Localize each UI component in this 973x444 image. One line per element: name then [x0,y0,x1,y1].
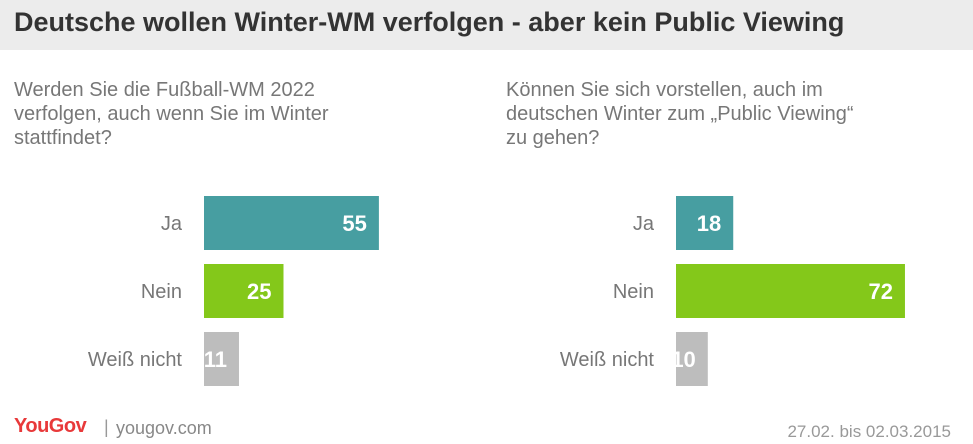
chart-2-bar-2 [676,264,905,318]
yougov-logo: YouGov [14,415,87,437]
chart-1-svg: Ja 55 Nein 25 Weiß nicht 11 [88,196,379,386]
chart-2-category-label-1: Ja [633,213,655,235]
chart-1-bar-1 [204,196,379,250]
chart-2-bar-3 [676,332,708,386]
chart-1-value-label-2: 25 [247,279,271,304]
chart-2-bar-1 [676,196,734,250]
chart-1-bar-3 [204,332,239,386]
chart-2-value-label-3: 10 [671,347,695,372]
chart-2-value-label-2: 72 [868,279,892,304]
footer-date: 27.02. bis 02.03.2015 [787,422,951,441]
chart-1-category-label-2: Nein [141,281,182,303]
chart-2-category-label-2: Nein [613,281,654,303]
chart-1-value-label-1: 55 [342,211,366,236]
chart-2-question: Können Sie sich vorstellen, auch im deut… [506,79,854,149]
chart-1-question: Werden Sie die Fußball-WM 2022 verfolgen… [14,79,329,149]
chart-1-category-label-3: Weiß nicht [88,349,183,371]
chart-2: Ja 18 Nein 72 Weiß nicht 10 [476,186,936,396]
chart-2-value-label-1: 18 [697,211,721,236]
page-title: Deutsche wollen Winter-WM verfolgen - ab… [14,7,845,37]
footer-site-link[interactable]: yougov.com [116,418,212,438]
chart-1: Ja 55 Nein 25 Weiß nicht 11 [0,186,460,396]
chart-1-bar-2 [204,264,284,318]
chart-2-svg: Ja 18 Nein 72 Weiß nicht 10 [560,196,905,386]
chart-1-value-label-3: 11 [204,347,227,372]
chart-2-category-label-3: Weiß nicht [560,349,655,371]
header-bar: Deutsche wollen Winter-WM verfolgen - ab… [0,0,973,50]
footer-separator: | [104,417,109,437]
chart-1-category-label-1: Ja [161,213,183,235]
